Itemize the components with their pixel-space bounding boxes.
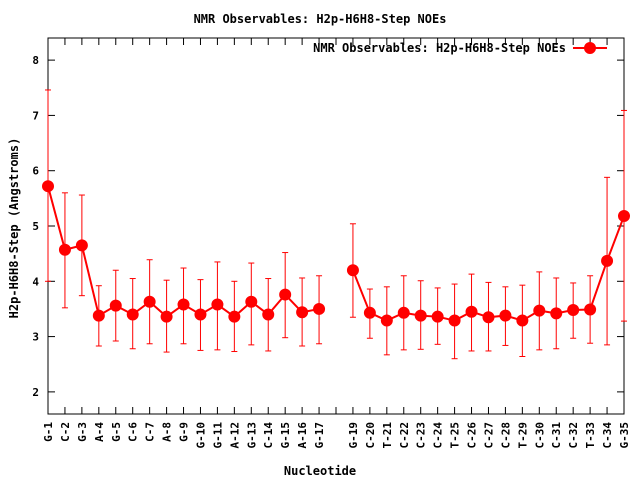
- x-tick-label: G-5: [110, 422, 123, 442]
- x-axis-label: Nucleotide: [284, 464, 356, 478]
- data-point: [109, 299, 122, 312]
- x-tick-label: G-1: [42, 422, 55, 442]
- x-tick-label: G-10: [194, 422, 207, 449]
- x-tick-label: G-19: [347, 422, 360, 449]
- x-tick-label: C-6: [127, 422, 140, 442]
- legend: NMR Observables: H2p-H6H8-Step NOEs: [313, 41, 607, 55]
- data-point: [279, 288, 292, 301]
- data-point: [177, 298, 190, 311]
- data-point: [397, 306, 410, 319]
- x-tick-label: G-17: [313, 422, 326, 449]
- y-tick-label: 7: [32, 109, 39, 122]
- y-tick-label: 4: [32, 275, 39, 288]
- chart-title: NMR Observables: H2p-H6H8-Step NOEs: [194, 12, 447, 26]
- data-point: [499, 309, 512, 322]
- data-point: [313, 302, 326, 315]
- data-point: [42, 180, 54, 193]
- x-tick-label: C-2: [59, 422, 72, 442]
- x-tick-label: T-21: [381, 422, 394, 449]
- data-point: [482, 311, 495, 324]
- y-axis-label: H2p-H6H8-Step (Angstroms): [7, 138, 21, 319]
- data-point: [584, 303, 597, 316]
- x-tick-label: A-12: [228, 422, 241, 449]
- data-point: [75, 239, 88, 252]
- data-series: [42, 89, 630, 360]
- y-tick-label: 2: [32, 386, 39, 399]
- data-point: [363, 306, 376, 319]
- data-point: [245, 295, 258, 308]
- y-axis: 2 3 4 5 6 7 8: [32, 54, 624, 399]
- x-tick-label: C-30: [533, 422, 546, 449]
- x-tick-label: T-29: [516, 422, 529, 449]
- legend-label: NMR Observables: H2p-H6H8-Step NOEs: [313, 41, 566, 55]
- data-point: [126, 308, 139, 321]
- data-point: [550, 307, 563, 320]
- y-tick-label: 8: [32, 54, 39, 67]
- data-point: [516, 314, 529, 327]
- plot-area: [47, 37, 625, 415]
- data-point: [58, 243, 71, 256]
- x-tick-label: G-3: [76, 422, 89, 442]
- x-tick-label: A-16: [296, 422, 309, 449]
- data-point: [160, 310, 173, 323]
- data-point: [431, 310, 444, 323]
- x-tick-label: A-8: [161, 422, 174, 442]
- x-tick-label: C-14: [262, 422, 275, 449]
- data-point: [465, 305, 478, 318]
- x-tick-label: C-28: [499, 422, 512, 449]
- data-point: [211, 298, 224, 311]
- x-tick-label: C-34: [601, 422, 614, 449]
- x-tick-label: C-27: [482, 422, 495, 449]
- x-tick-label: G-13: [245, 422, 258, 449]
- x-tick-label: C-23: [415, 422, 428, 449]
- x-tick-label: C-22: [398, 422, 411, 449]
- x-tick-label: G-15: [279, 422, 292, 449]
- data-point: [296, 306, 309, 319]
- data-point: [143, 295, 156, 308]
- x-tick-label: T-33: [584, 422, 597, 449]
- data-point: [567, 304, 580, 317]
- legend-marker: [584, 42, 596, 54]
- y-tick-label: 3: [32, 331, 39, 344]
- data-point: [194, 308, 207, 321]
- x-tick-label: C-20: [364, 422, 377, 449]
- x-tick-label: G-9: [178, 422, 191, 442]
- x-tick-label: G-35: [618, 422, 631, 449]
- data-point: [346, 264, 359, 277]
- data-point: [448, 314, 461, 327]
- x-tick-label: A-4: [93, 422, 106, 442]
- x-tick-label: C-7: [144, 422, 157, 442]
- data-point: [262, 308, 275, 321]
- x-axis: G-1 C-2 G-3 A-4 G-5 C-6 C-7 A-8 G-9 G-10 G-11 A-12 G…: [42, 38, 631, 449]
- data-point: [601, 254, 614, 267]
- data-point: [228, 310, 241, 323]
- y-tick-label: 6: [32, 165, 39, 178]
- x-tick-label: T-25: [449, 422, 462, 449]
- y-tick-label: 5: [32, 220, 39, 233]
- data-point: [414, 309, 427, 322]
- x-tick-label: C-32: [567, 422, 580, 449]
- x-tick-label: C-24: [432, 422, 445, 449]
- x-tick-label: C-26: [466, 422, 479, 449]
- data-point: [380, 314, 393, 327]
- data-point: [618, 210, 630, 223]
- x-tick-label: C-31: [550, 422, 563, 449]
- data-point: [92, 309, 105, 322]
- data-point: [533, 304, 546, 317]
- plot-border: [47, 37, 625, 415]
- x-tick-label: G-11: [211, 422, 224, 449]
